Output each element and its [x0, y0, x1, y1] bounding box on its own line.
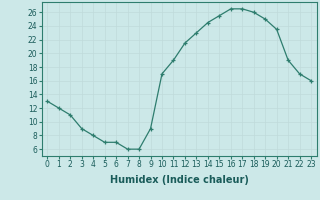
X-axis label: Humidex (Indice chaleur): Humidex (Indice chaleur) [110, 175, 249, 185]
